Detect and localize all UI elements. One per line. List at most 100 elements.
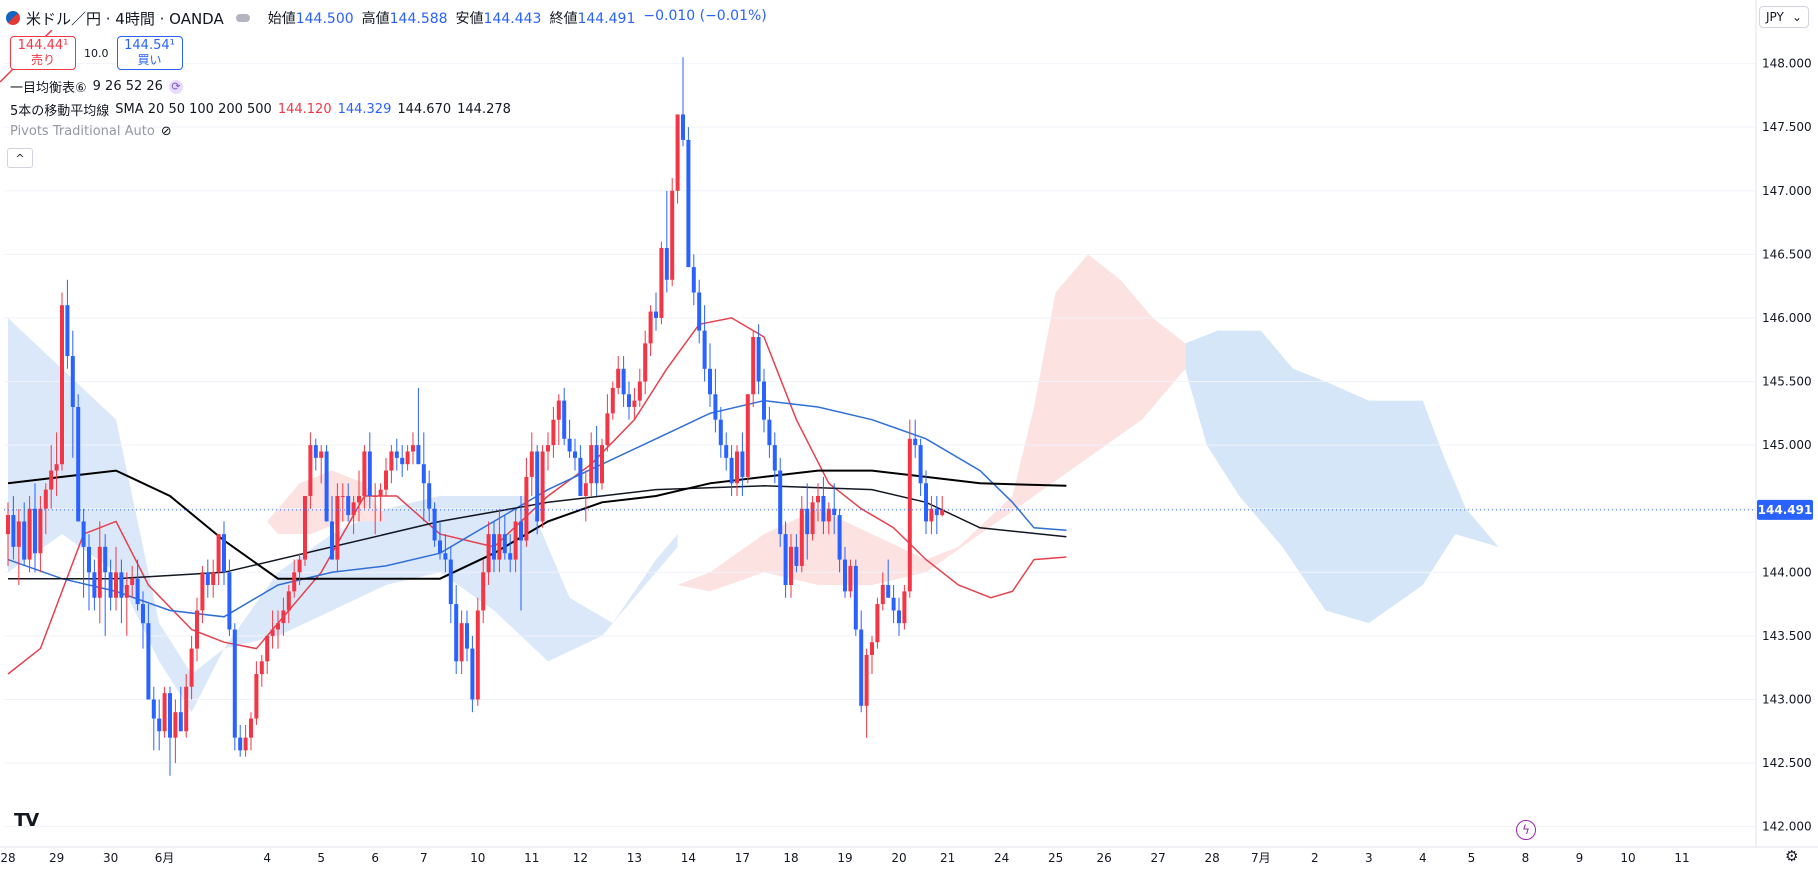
buy-label: 買い bbox=[137, 53, 162, 67]
candle bbox=[686, 127, 691, 268]
candle bbox=[573, 438, 577, 471]
candle bbox=[799, 495, 804, 573]
candle-body bbox=[124, 585, 129, 598]
candle bbox=[762, 368, 766, 433]
candle bbox=[502, 515, 507, 560]
candle bbox=[675, 114, 680, 204]
candle-body bbox=[378, 489, 383, 496]
tradingview-logo[interactable]: TV bbox=[14, 810, 39, 831]
candle-body bbox=[87, 546, 91, 573]
candle-body bbox=[605, 413, 610, 446]
currency-selector[interactable]: JPY ⌄ bbox=[1759, 6, 1809, 28]
sell-label: 売り bbox=[30, 53, 55, 67]
candle-body bbox=[97, 546, 102, 598]
candle-body bbox=[762, 381, 766, 420]
candle bbox=[729, 445, 734, 496]
candle-body bbox=[562, 400, 567, 439]
candle bbox=[427, 470, 432, 522]
time-tick-label: 20 bbox=[891, 851, 906, 865]
candle bbox=[232, 623, 237, 751]
candle bbox=[767, 406, 772, 458]
candle-body bbox=[43, 489, 48, 509]
last-price-badge bbox=[1757, 499, 1813, 520]
candle bbox=[70, 330, 75, 458]
lightning-icon[interactable]: ϟ bbox=[1516, 820, 1536, 840]
candle-body bbox=[205, 572, 210, 586]
buy-price: 144.54¹ bbox=[124, 38, 175, 53]
candle bbox=[6, 502, 10, 566]
chevron-up-icon[interactable]: ^ bbox=[7, 148, 33, 168]
candle-body bbox=[594, 445, 599, 484]
candle bbox=[789, 534, 793, 598]
candle-body bbox=[162, 693, 167, 732]
candle-body bbox=[421, 464, 426, 484]
candle-body bbox=[632, 400, 637, 407]
sell-button[interactable]: 144.44¹ 売り bbox=[10, 36, 76, 70]
candle-body bbox=[535, 451, 540, 522]
price-axis[interactable]: 142.000142.500143.000143.500144.000144.5… bbox=[1762, 57, 1812, 834]
candle-body bbox=[416, 445, 421, 465]
candle bbox=[384, 457, 388, 496]
gear-icon[interactable]: ⚙ bbox=[1785, 847, 1799, 865]
candle bbox=[551, 406, 556, 458]
market-status-icon[interactable] bbox=[235, 14, 250, 22]
candle bbox=[216, 534, 221, 586]
candle-body bbox=[913, 438, 918, 446]
candle bbox=[697, 279, 702, 344]
candle-body bbox=[454, 604, 459, 662]
candle-body bbox=[578, 457, 583, 496]
candle bbox=[11, 495, 16, 560]
indicator-ichimoku[interactable]: 一目均衡表⑥ 9 26 52 26 ⟳ bbox=[10, 77, 183, 96]
candle bbox=[907, 419, 912, 598]
candle-body bbox=[681, 114, 685, 140]
candle-body bbox=[789, 546, 793, 586]
candle bbox=[870, 635, 874, 675]
price-tick-label: 145.000 bbox=[1762, 438, 1812, 452]
candle-body bbox=[340, 495, 345, 497]
refresh-icon[interactable]: ⟳ bbox=[168, 79, 183, 94]
candle-body bbox=[173, 712, 178, 738]
time-tick-label: 21 bbox=[940, 851, 955, 865]
time-tick-label: 8 bbox=[1522, 851, 1530, 865]
candle bbox=[324, 445, 329, 522]
candle-body bbox=[826, 508, 831, 522]
candle bbox=[114, 546, 118, 611]
candle bbox=[184, 674, 189, 738]
candle bbox=[470, 635, 475, 713]
candle-body bbox=[589, 445, 594, 484]
candle bbox=[659, 241, 664, 325]
candle bbox=[335, 483, 340, 573]
candle-body bbox=[151, 699, 156, 719]
spread-value: 10.0 bbox=[84, 46, 109, 60]
eye-off-icon[interactable]: ⊘ bbox=[160, 124, 172, 139]
indicator-pivots[interactable]: Pivots Traditional Auto ⊘ bbox=[10, 124, 172, 139]
candle-body bbox=[141, 604, 145, 624]
candle-body bbox=[27, 508, 32, 560]
candle-body bbox=[546, 445, 550, 452]
buy-button[interactable]: 144.54¹ 買い bbox=[116, 36, 183, 70]
candle bbox=[929, 495, 934, 535]
candle bbox=[643, 330, 648, 395]
candle bbox=[405, 445, 410, 471]
candle-body bbox=[853, 565, 858, 630]
candle bbox=[859, 610, 864, 713]
time-tick-label: 9 bbox=[1576, 851, 1584, 865]
candle bbox=[589, 432, 594, 496]
candle-body bbox=[924, 483, 928, 522]
candle bbox=[880, 572, 885, 611]
candle bbox=[794, 534, 799, 573]
time-axis[interactable]: 28 29 30 6月 4 5 6 7 10 11 12 13 14 17 18 19 20 21 24 25 26 27… bbox=[0, 851, 1689, 865]
indicator-sma[interactable]: 5本の移動平均線 SMA 20 50 100 200 500 144.120 1… bbox=[10, 100, 511, 119]
candle-body bbox=[724, 445, 729, 458]
candle-body bbox=[767, 419, 772, 446]
candle-body bbox=[772, 445, 777, 471]
candle-body bbox=[351, 502, 356, 516]
symbol-title[interactable]: 米ドル／円 · 4時間 · OANDA bbox=[26, 9, 224, 28]
candle-body bbox=[508, 553, 513, 560]
sma-value-200: 144.278 bbox=[457, 102, 511, 117]
currency-label: JPY bbox=[1766, 10, 1784, 24]
candle-body bbox=[81, 521, 86, 547]
candle bbox=[853, 559, 858, 636]
candle bbox=[308, 432, 313, 509]
